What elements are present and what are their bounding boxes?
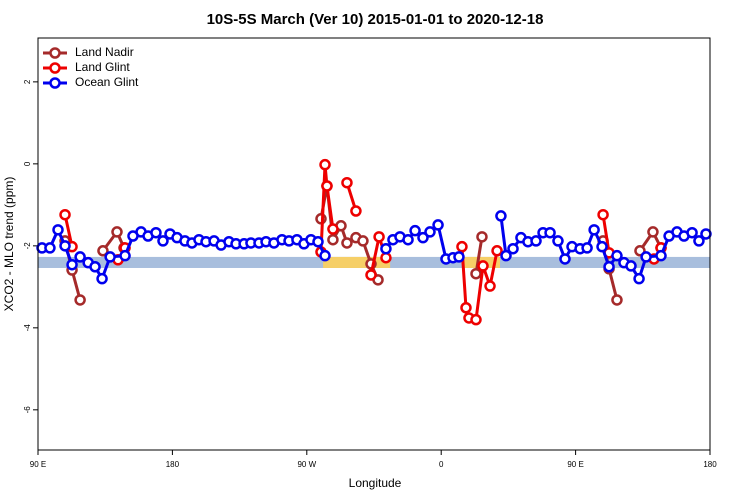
legend-label: Land Glint xyxy=(75,60,130,74)
y-tick-label: -4 xyxy=(23,324,32,332)
data-point xyxy=(544,226,556,239)
data-point xyxy=(552,235,564,247)
data-point xyxy=(477,260,489,272)
data-point xyxy=(327,233,339,246)
data-point xyxy=(97,245,109,257)
data-point xyxy=(530,235,542,247)
data-point xyxy=(432,219,444,231)
data-point xyxy=(655,249,667,262)
data-point xyxy=(581,242,593,254)
data-point xyxy=(456,240,468,253)
data-point xyxy=(111,226,123,238)
data-point xyxy=(417,231,429,244)
data-point xyxy=(625,260,637,272)
data-point xyxy=(424,226,436,238)
data-point xyxy=(402,233,414,246)
data-point xyxy=(119,249,131,262)
data-point xyxy=(597,208,609,221)
data-point xyxy=(150,226,162,239)
y-tick-label: -6 xyxy=(23,406,32,414)
data-point xyxy=(460,301,472,314)
x-tick-label: 90 W xyxy=(297,460,316,469)
y-axis-label: XCO2 - MLO trend (ppm) xyxy=(2,177,16,312)
x-tick-label: 0 xyxy=(439,460,444,469)
chart-title: 10S-5S March (Ver 10) 2015-01-01 to 2020… xyxy=(207,11,544,28)
data-point xyxy=(491,245,503,257)
data-point xyxy=(319,158,331,171)
data-point xyxy=(633,272,645,285)
data-point xyxy=(700,228,712,240)
data-point xyxy=(686,226,698,239)
data-point xyxy=(89,261,101,273)
data-point xyxy=(559,253,571,265)
legend-marker xyxy=(49,47,61,59)
data-point xyxy=(693,235,705,247)
y-tick-label: 2 xyxy=(23,79,32,84)
data-point xyxy=(611,249,623,262)
data-point xyxy=(157,235,169,247)
data-point xyxy=(476,231,488,243)
data-point xyxy=(74,251,86,263)
data-point xyxy=(104,251,116,263)
data-point xyxy=(500,249,512,262)
data-point xyxy=(341,176,353,189)
data-point xyxy=(588,224,600,236)
y-tick-label: -2 xyxy=(23,242,32,250)
data-point xyxy=(66,258,78,271)
data-point xyxy=(341,237,353,249)
data-point xyxy=(319,249,331,262)
plot-frame xyxy=(37,37,711,451)
x-tick-label: 90 E xyxy=(567,460,583,469)
data-point xyxy=(96,272,108,285)
x-axis-label: Longitude xyxy=(349,476,402,490)
data-point xyxy=(59,208,71,221)
data-point xyxy=(603,261,615,273)
x-tick-label: 90 E xyxy=(30,460,46,469)
data-point xyxy=(327,223,339,235)
data-point xyxy=(470,267,482,280)
data-point xyxy=(52,224,64,236)
data-point xyxy=(495,210,507,222)
legend-label: Ocean Glint xyxy=(75,75,139,89)
data-point xyxy=(647,226,659,238)
data-point xyxy=(380,242,392,255)
data-point xyxy=(350,205,362,217)
data-point xyxy=(596,240,608,253)
data-point xyxy=(380,251,392,264)
data-point xyxy=(470,313,482,326)
data-point xyxy=(611,294,623,306)
legend-label: Land Nadir xyxy=(75,45,134,59)
data-point xyxy=(321,180,333,192)
data-point xyxy=(409,224,421,237)
data-point xyxy=(640,251,652,263)
data-point xyxy=(373,231,385,243)
data-point xyxy=(507,242,519,255)
legend-marker xyxy=(49,77,61,89)
x-tick-label: 180 xyxy=(703,460,717,469)
legend-marker xyxy=(49,62,61,74)
data-point xyxy=(453,251,465,263)
x-tick-label: 180 xyxy=(166,460,180,469)
data-point xyxy=(44,242,56,254)
band-highlight xyxy=(323,256,391,268)
data-point xyxy=(357,235,369,247)
data-point xyxy=(74,294,86,306)
data-point xyxy=(484,280,496,292)
data-point xyxy=(312,235,324,248)
y-tick-label: 0 xyxy=(23,161,32,166)
data-point xyxy=(365,269,377,281)
data-point xyxy=(59,240,71,252)
